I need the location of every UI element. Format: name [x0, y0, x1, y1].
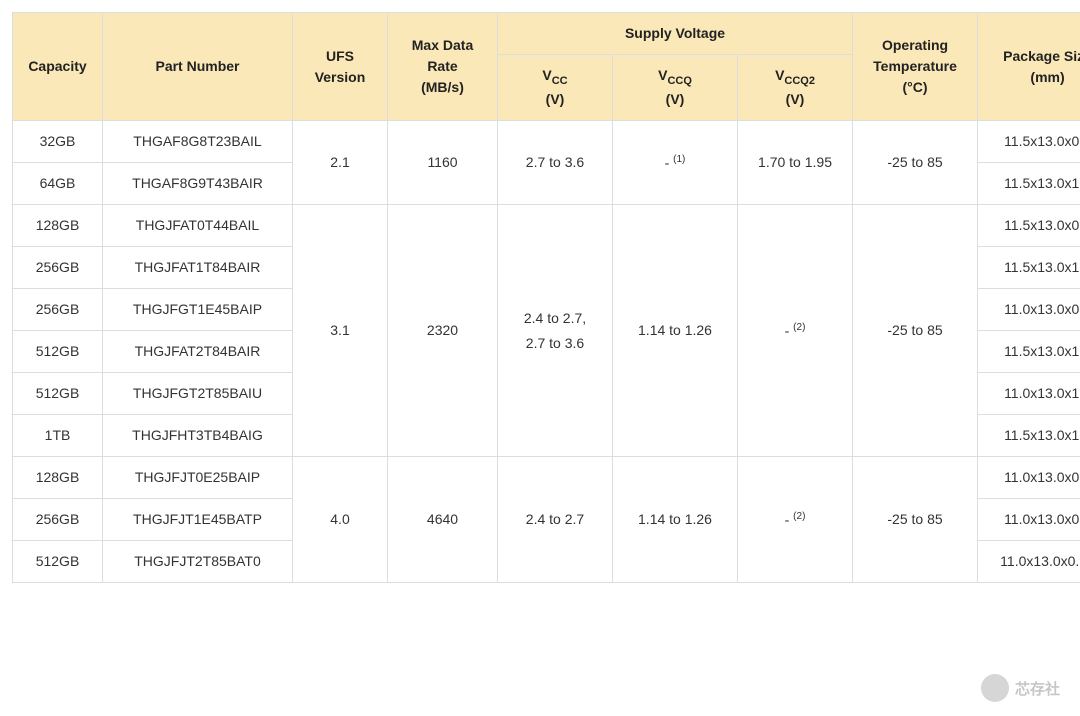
table-row: 128GBTHGJFAT0T44BAIL3.123202.4 to 2.7,2.… — [13, 205, 1080, 247]
cell-capacity: 256GB — [13, 499, 103, 541]
cell-vccq2: 1.70 to 1.95 — [738, 121, 853, 205]
cell-capacity: 512GB — [13, 541, 103, 583]
cell-capacity: 512GB — [13, 373, 103, 415]
cell-operating-temp: -25 to 85 — [853, 457, 978, 583]
cell-part-number: THGAF8G8T23BAIL — [103, 121, 293, 163]
col-operating-temp: OperatingTemperature(°C) — [853, 13, 978, 121]
table-body: 32GBTHGAF8G8T23BAIL2.111602.7 to 3.6- (1… — [13, 121, 1080, 583]
watermark: 芯存社 — [981, 674, 1060, 702]
cell-operating-temp: -25 to 85 — [853, 205, 978, 457]
cell-vcc: 2.4 to 2.7 — [498, 457, 613, 583]
cell-part-number: THGJFGT1E45BAIP — [103, 289, 293, 331]
col-vccq: VCCQ(V) — [613, 55, 738, 121]
col-package-size: Package Size(mm) — [978, 13, 1080, 121]
cell-capacity: 1TB — [13, 415, 103, 457]
cell-max-data-rate: 1160 — [388, 121, 498, 205]
cell-capacity: 256GB — [13, 247, 103, 289]
col-capacity-label: Capacity — [28, 58, 86, 74]
col-capacity: Capacity — [13, 13, 103, 121]
cell-ufs-version: 3.1 — [293, 205, 388, 457]
cell-part-number: THGJFJT0E25BAIP — [103, 457, 293, 499]
col-vcc: VCC(V) — [498, 55, 613, 121]
cell-capacity: 128GB — [13, 205, 103, 247]
col-max-data-rate: Max DataRate(MB/s) — [388, 13, 498, 121]
cell-capacity: 256GB — [13, 289, 103, 331]
col-ufs-version: UFSVersion — [293, 13, 388, 121]
cell-vcc: 2.7 to 3.6 — [498, 121, 613, 205]
cell-vccq: 1.14 to 1.26 — [613, 457, 738, 583]
cell-vccq: - (1) — [613, 121, 738, 205]
cell-package-size: 11.5x13.0x1.0 — [978, 163, 1080, 205]
cell-capacity: 512GB — [13, 331, 103, 373]
cell-package-size: 11.5x13.0x1.0 — [978, 331, 1080, 373]
cell-package-size: 11.5x13.0x1.0 — [978, 247, 1080, 289]
col-vccq2: VCCQ2(V) — [738, 55, 853, 121]
cell-package-size: 11.0x13.0x0.8 — [978, 289, 1080, 331]
cell-package-size: 11.0x13.0x1.0 — [978, 373, 1080, 415]
cell-package-size: 11.0x13.0x0.8 — [978, 457, 1080, 499]
cell-package-size: 11.5x13.0x1.2 — [978, 415, 1080, 457]
cell-max-data-rate: 2320 — [388, 205, 498, 457]
cell-operating-temp: -25 to 85 — [853, 121, 978, 205]
cell-part-number: THGJFHT3TB4BAIG — [103, 415, 293, 457]
cell-vcc: 2.4 to 2.7,2.7 to 3.6 — [498, 205, 613, 457]
cell-package-size: 11.0x13.0x0.95 — [978, 541, 1080, 583]
cell-part-number: THGJFAT2T84BAIR — [103, 331, 293, 373]
cell-part-number: THGJFAT1T84BAIR — [103, 247, 293, 289]
col-part-number-label: Part Number — [155, 58, 239, 74]
cell-capacity: 128GB — [13, 457, 103, 499]
col-part-number: Part Number — [103, 13, 293, 121]
table-row: 128GBTHGJFJT0E25BAIP4.046402.4 to 2.71.1… — [13, 457, 1080, 499]
ufs-spec-table: Capacity Part Number UFSVersion Max Data… — [12, 12, 1080, 583]
cell-part-number: THGAF8G9T43BAIR — [103, 163, 293, 205]
cell-part-number: THGJFJT1E45BATP — [103, 499, 293, 541]
col-supply-voltage-label: Supply Voltage — [625, 25, 725, 41]
cell-package-size: 11.0x13.0x0.8 — [978, 499, 1080, 541]
watermark-icon — [981, 674, 1009, 702]
cell-part-number: THGJFAT0T44BAIL — [103, 205, 293, 247]
cell-capacity: 32GB — [13, 121, 103, 163]
cell-package-size: 11.5x13.0x0.8 — [978, 205, 1080, 247]
cell-package-size: 11.5x13.0x0.8 — [978, 121, 1080, 163]
table-row: 32GBTHGAF8G8T23BAIL2.111602.7 to 3.6- (1… — [13, 121, 1080, 163]
cell-max-data-rate: 4640 — [388, 457, 498, 583]
cell-vccq2: - (2) — [738, 205, 853, 457]
cell-vccq: 1.14 to 1.26 — [613, 205, 738, 457]
cell-capacity: 64GB — [13, 163, 103, 205]
cell-vccq2: - (2) — [738, 457, 853, 583]
cell-part-number: THGJFJT2T85BAT0 — [103, 541, 293, 583]
cell-ufs-version: 4.0 — [293, 457, 388, 583]
cell-ufs-version: 2.1 — [293, 121, 388, 205]
watermark-text: 芯存社 — [1015, 678, 1060, 699]
col-supply-voltage: Supply Voltage — [498, 13, 853, 55]
table-header: Capacity Part Number UFSVersion Max Data… — [13, 13, 1080, 121]
cell-part-number: THGJFGT2T85BAIU — [103, 373, 293, 415]
